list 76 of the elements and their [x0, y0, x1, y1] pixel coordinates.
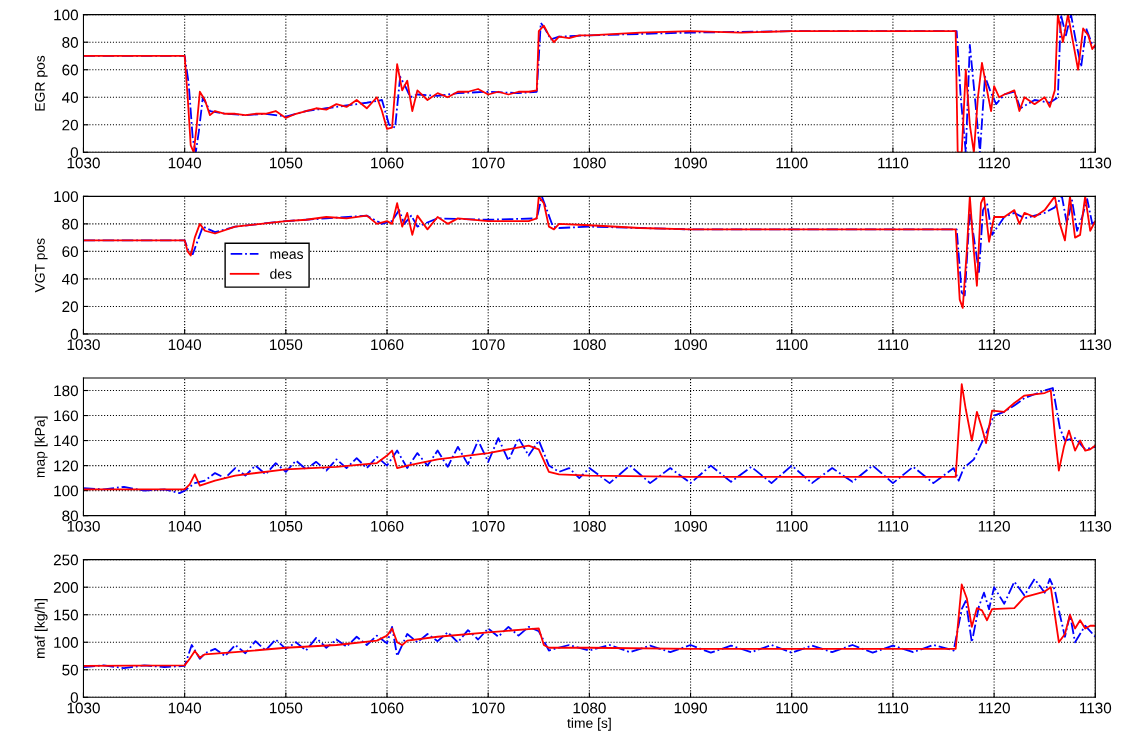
x-tick-label: 1040 — [168, 702, 202, 714]
x-tick-label: 1120 — [978, 702, 1010, 714]
y-tick-label: 80 — [62, 510, 79, 522]
y-tick-label: 180 — [54, 385, 79, 397]
y-tick-label: 40 — [61, 92, 79, 103]
y-tick-label: 120 — [54, 460, 79, 472]
legend-label: meas — [270, 251, 304, 259]
x-tick-label: 1100 — [776, 702, 808, 714]
y-tick-label: 60 — [62, 246, 79, 258]
legend-label: des — [270, 268, 292, 279]
x-tick-label: 1130 — [1080, 702, 1112, 714]
x-tick-label: 1120 — [978, 520, 1010, 532]
x-tick-label: 1050 — [270, 702, 303, 714]
x-tick-label: 1110 — [878, 520, 909, 532]
x-tick-label: 1030 — [67, 157, 100, 169]
x-tick-label: 1040 — [168, 520, 202, 532]
x-tick-label: 1120 — [978, 339, 1010, 351]
x-tick-label: 1110 — [878, 157, 909, 169]
x-tick-label: 1090 — [674, 520, 707, 532]
y-axis-title: maf [kg/h] — [34, 598, 48, 659]
x-tick-label: 1050 — [270, 520, 303, 532]
x-tick-label: 1100 — [776, 520, 808, 532]
x-tick-label: 1030 — [67, 702, 100, 714]
x-tick-label: 1050 — [270, 157, 303, 169]
y-tick-label: 20 — [62, 119, 79, 131]
x-tick-label: 1040 — [168, 157, 202, 169]
y-tick-label: 100 — [54, 9, 79, 21]
x-tick-label: 1050 — [270, 339, 303, 351]
x-tick-label: 1070 — [472, 520, 505, 532]
x-tick-label: 1060 — [371, 702, 404, 714]
x-tick-label: 1110 — [878, 702, 909, 714]
y-tick-label: 100 — [54, 485, 79, 497]
y-tick-label: 0 — [70, 147, 79, 158]
y-axis-title: map [kPa] — [34, 416, 48, 478]
x-tick-label: 1090 — [674, 157, 707, 169]
y-tick-label: 80 — [62, 218, 79, 230]
x-tick-label: 1110 — [878, 339, 909, 351]
y-tick-label: 20 — [62, 301, 79, 313]
x-tick-label: 1030 — [67, 520, 100, 532]
x-tick-label: 1070 — [472, 339, 505, 351]
y-tick-label: 40 — [61, 273, 79, 285]
y-axis-title: VGT pos — [34, 238, 48, 293]
x-tick-label: 1120 — [978, 157, 1010, 169]
y-axis-title: EGR pos — [34, 55, 48, 111]
y-tick-label: 100 — [54, 637, 79, 648]
y-tick-label: 0 — [70, 328, 79, 340]
x-tick-label: 1100 — [776, 339, 808, 351]
y-tick-label: 150 — [54, 609, 79, 621]
y-tick-label: 50 — [62, 664, 79, 676]
x-tick-label: 1080 — [573, 520, 606, 532]
x-tick-label: 1090 — [674, 702, 707, 714]
x-tick-label: 1060 — [371, 157, 404, 169]
y-tick-label: 140 — [54, 435, 79, 447]
y-tick-label: 60 — [62, 64, 79, 76]
x-tick-label: 1030 — [67, 339, 100, 351]
x-axis-title: time [s] — [567, 717, 611, 731]
x-tick-label: 1100 — [776, 157, 808, 169]
x-tick-label: 1130 — [1080, 520, 1112, 532]
x-tick-label: 1130 — [1080, 157, 1112, 169]
x-tick-label: 1040 — [168, 339, 202, 351]
y-tick-label: 0 — [70, 692, 79, 703]
x-tick-label: 1090 — [674, 339, 707, 351]
x-tick-label: 1080 — [573, 157, 606, 169]
y-tick-label: 250 — [53, 554, 79, 566]
x-tick-label: 1070 — [472, 157, 505, 169]
x-tick-label: 1060 — [371, 520, 404, 532]
y-tick-label: 200 — [53, 582, 79, 593]
x-tick-label: 1060 — [371, 339, 404, 351]
x-tick-label: 1080 — [573, 702, 606, 714]
y-tick-label: 100 — [54, 191, 79, 203]
line-series — [83, 14, 1096, 153]
x-tick-label: 1130 — [1080, 339, 1112, 351]
y-tick-label: 80 — [62, 37, 79, 48]
y-tick-label: 160 — [54, 410, 79, 422]
x-tick-label: 1070 — [472, 702, 505, 714]
x-tick-label: 1080 — [573, 339, 606, 351]
